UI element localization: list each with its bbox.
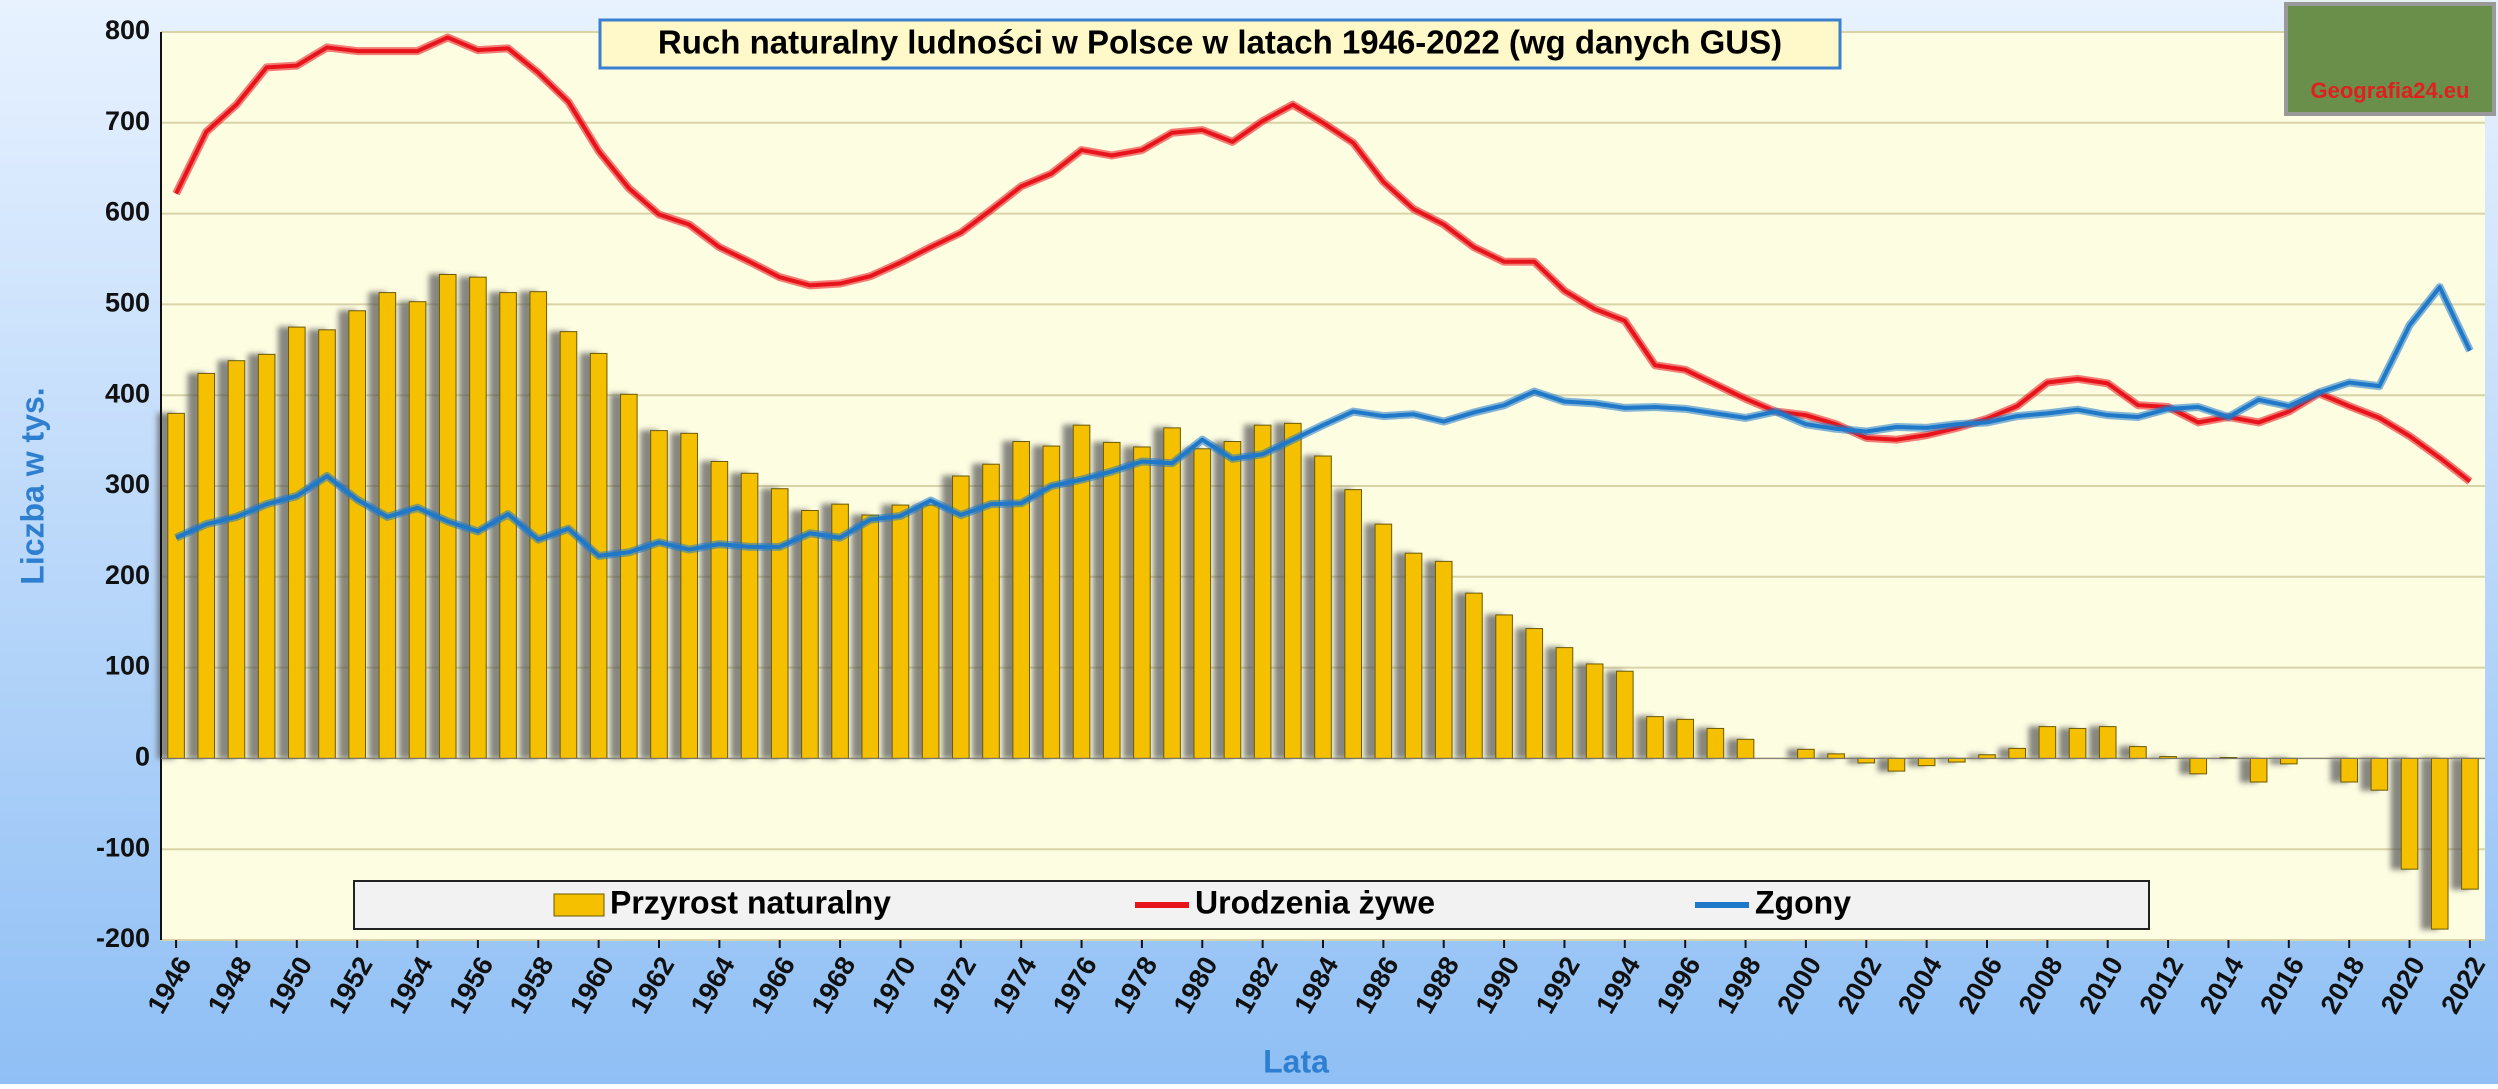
bar [1918, 758, 1935, 765]
y-tick-label: 800 [105, 15, 150, 45]
bar [892, 505, 909, 758]
bar [2250, 758, 2267, 782]
bar [651, 431, 668, 759]
bar [289, 327, 306, 758]
bar [2401, 758, 2418, 869]
x-axis-title: Lata [1263, 1043, 1329, 1079]
bar [1194, 449, 1211, 759]
bar [1466, 593, 1483, 758]
y-tick-label: 200 [105, 560, 150, 590]
bar [1315, 456, 1332, 758]
bar [500, 293, 517, 759]
y-tick-label: 100 [105, 651, 150, 681]
y-tick-label: -200 [96, 923, 150, 953]
logo-text: Geografia24.eu [2311, 78, 2470, 103]
bar [1103, 442, 1120, 758]
bar [1707, 728, 1724, 758]
bar [1285, 423, 1302, 758]
bar [379, 293, 396, 759]
legend-label: Przyrost naturalny [610, 884, 891, 920]
bar [1798, 749, 1815, 758]
bar [168, 413, 185, 758]
bar [258, 354, 275, 758]
bar [2009, 748, 2026, 758]
bar [1979, 755, 1996, 759]
bar [2069, 728, 2086, 758]
bar [1828, 754, 1845, 759]
bar [1013, 442, 1030, 759]
bar [1254, 425, 1271, 758]
bar [1134, 447, 1151, 758]
bar [470, 277, 487, 758]
chart: Ruch naturalny ludności w Polsce w latac… [0, 0, 2498, 1084]
bar [319, 330, 336, 759]
bar [409, 302, 426, 759]
bar [771, 489, 788, 759]
bar [560, 332, 577, 759]
bar [1858, 758, 1875, 763]
y-axis-title: Liczba w tys. [14, 387, 50, 584]
bar [1164, 428, 1181, 759]
bar [1435, 561, 1452, 758]
y-tick-label: 300 [105, 469, 150, 499]
chart-title: Ruch naturalny ludności w Polsce w latac… [658, 24, 1782, 61]
bar [1405, 553, 1422, 758]
bar [1496, 615, 1513, 758]
bar [1345, 490, 1362, 759]
bar [621, 394, 638, 758]
y-tick-label: 600 [105, 197, 150, 227]
y-tick-label: 500 [105, 288, 150, 318]
bar [1526, 629, 1543, 759]
bar [1737, 739, 1754, 758]
bar [1617, 671, 1634, 758]
bar [711, 461, 728, 758]
bar [530, 292, 547, 759]
bar [741, 473, 758, 758]
y-tick-label: 700 [105, 106, 150, 136]
bar [1586, 664, 1603, 758]
bar [2462, 758, 2479, 889]
bar [1888, 758, 1905, 771]
bar [2039, 727, 2056, 759]
y-tick-label: 400 [105, 378, 150, 408]
legend-swatch [554, 894, 604, 916]
bar [2431, 758, 2448, 929]
bar [1949, 758, 1966, 762]
bar [1647, 717, 1664, 759]
bar [2341, 758, 2358, 782]
bar [1556, 648, 1573, 759]
bar [832, 504, 849, 758]
bar [1375, 524, 1392, 758]
bar [2190, 758, 2207, 773]
legend-label: Zgony [1755, 884, 1851, 920]
bar [922, 505, 939, 758]
y-tick-label: -100 [96, 832, 150, 862]
bar [228, 361, 245, 759]
bar [862, 515, 879, 758]
bar [2281, 758, 2298, 763]
bar [2130, 747, 2147, 759]
y-tick-label: 0 [135, 742, 150, 772]
bar [1677, 719, 1694, 758]
bar [2099, 727, 2116, 759]
legend-label: Urodzenia żywe [1195, 884, 1435, 920]
bar [802, 511, 819, 759]
bar [1224, 442, 1241, 759]
bar [2371, 758, 2388, 790]
bar [349, 311, 366, 759]
bar [681, 433, 698, 758]
bar [198, 373, 215, 758]
